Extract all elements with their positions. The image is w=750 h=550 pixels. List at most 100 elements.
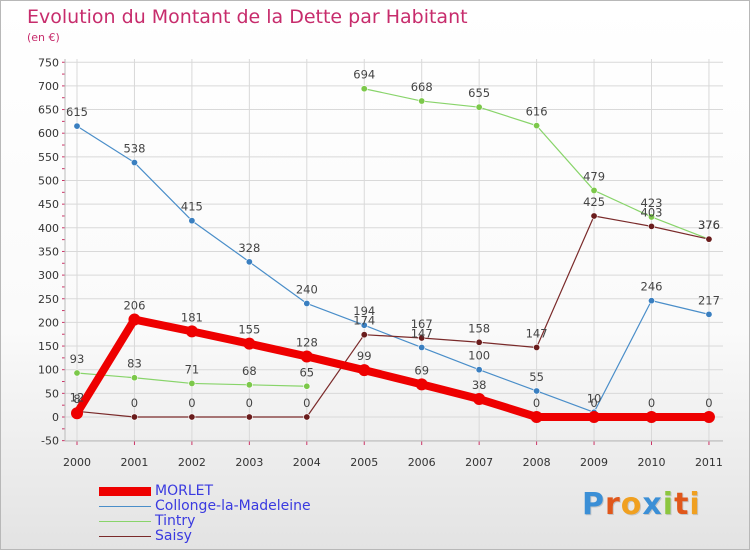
data-point-tintry [130,374,138,382]
data-point-collonge-la-madeleine [647,297,655,305]
x-tick-label: 2006 [408,456,436,469]
x-tick-label: 2002 [178,456,206,469]
logo-letter: i [689,487,701,522]
legend-label-tintry: Tintry [155,513,196,529]
data-point-tintry [245,381,253,389]
data-label-tintry: 83 [127,357,142,371]
logo-letter: P [582,487,605,522]
data-point-morlet [588,411,601,423]
data-label-morlet: 0 [533,396,540,410]
data-point-tintry [533,122,541,130]
data-label-tintry: 694 [353,68,375,82]
data-point-collonge-la-madeleine [475,366,483,374]
data-point-morlet [645,411,658,423]
data-label-collonge-la-madeleine: 615 [66,105,88,119]
data-label-saisy: 403 [641,205,663,219]
logo-letter: x [642,487,663,522]
legend-swatch-collonge [99,506,151,507]
data-label-tintry: 65 [299,365,314,379]
chart-title: Evolution du Montant de la Dette par Hab… [27,6,468,28]
x-tick-label: 2009 [580,456,608,469]
axes: -500501001502002503003504004505005506006… [38,56,723,469]
data-point-collonge-la-madeleine [533,387,541,395]
data-label-saisy: 0 [188,396,195,410]
data-point-collonge-la-madeleine [418,343,426,351]
data-label-saisy: 425 [583,195,605,209]
data-label-morlet: 0 [705,396,712,410]
data-point-morlet [473,393,486,406]
data-point-saisy [188,413,196,421]
data-point-saisy [705,235,713,243]
y-tick-label: 400 [38,222,59,235]
data-point-collonge-la-madeleine [245,258,253,266]
data-point-saisy [647,222,655,230]
series-morlet [71,313,715,423]
series-collonge-la-madeleine [73,122,713,416]
data-label-morlet: 0 [590,396,597,410]
data-label-morlet: 155 [238,323,260,337]
data-label-collonge-la-madeleine: 100 [468,349,490,363]
data-label-collonge-la-madeleine: 55 [529,370,544,384]
series-tintry [73,85,713,390]
data-point-morlet [300,350,313,363]
data-label-saisy: 0 [131,396,138,410]
logo-letter: i [662,487,675,522]
y-tick-label: 700 [38,80,59,93]
y-tick-label: 500 [38,175,59,188]
y-tick-label: 50 [45,387,59,400]
data-label-saisy: 167 [411,317,433,331]
data-label-saisy: 0 [246,396,253,410]
data-label-saisy: 376 [698,218,720,232]
logo-letter: r [605,487,621,522]
data-point-saisy [418,334,426,342]
data-label-morlet: 99 [357,349,372,363]
y-tick-label: -50 [41,435,59,448]
data-point-saisy [245,413,253,421]
x-tick-label: 2005 [350,456,378,469]
data-point-morlet [530,411,543,423]
data-label-morlet: 38 [472,378,487,392]
data-label-tintry: 655 [468,86,490,100]
legend-swatch-tintry [99,521,151,522]
data-point-collonge-la-madeleine [303,299,311,307]
data-label-saisy: 12 [70,390,85,404]
x-tick-label: 2003 [235,456,263,469]
data-label-collonge-la-madeleine: 328 [238,241,260,255]
data-label-collonge-la-madeleine: 217 [698,293,720,307]
data-label-collonge-la-madeleine: 246 [641,280,663,294]
data-label-tintry: 376 [698,218,720,232]
data-point-saisy [303,413,311,421]
data-point-morlet [415,378,428,391]
data-point-saisy [475,338,483,346]
data-point-morlet [358,364,371,377]
grid [65,59,723,442]
data-label-saisy: 174 [353,314,375,328]
legend-label-collonge: Collonge-la-Madeleine [155,498,311,514]
data-label-tintry: 479 [583,169,605,183]
y-tick-label: 300 [38,269,59,282]
data-point-tintry [303,382,311,390]
data-point-saisy [130,413,138,421]
data-point-tintry [475,103,483,111]
data-point-morlet [185,325,198,338]
legend-swatch-morlet [99,487,151,496]
data-label-saisy: 0 [303,396,310,410]
x-tick-label: 2007 [465,456,493,469]
data-label-saisy: 147 [526,326,548,340]
data-label-tintry: 71 [185,362,200,376]
data-label-saisy: 158 [468,321,490,335]
y-tick-label: 450 [38,198,59,211]
data-label-morlet: 128 [296,335,318,349]
data-label-collonge-la-madeleine: 415 [181,200,203,214]
legend-label-morlet: MORLET [155,483,214,499]
data-label-tintry: 423 [641,196,663,210]
y-tick-label: 200 [38,316,59,329]
data-point-morlet [702,411,715,423]
data-label-morlet: 8 [73,392,80,406]
data-point-collonge-la-madeleine [73,122,81,130]
data-label-collonge-la-madeleine: 147 [411,326,433,340]
logo-letter: o [620,487,643,522]
data-label-tintry: 668 [411,80,433,94]
